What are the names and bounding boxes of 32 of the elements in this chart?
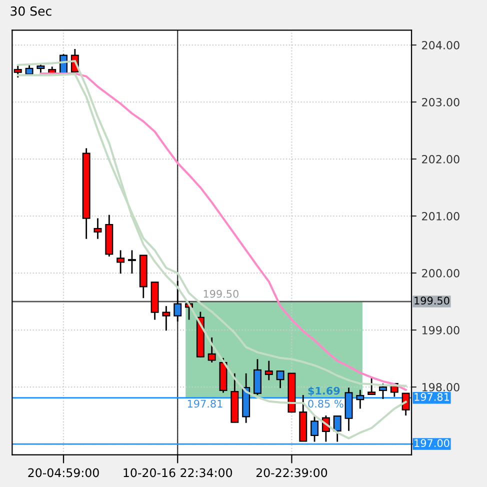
- y-tick-label: 204.00: [422, 40, 460, 50]
- candlestick: [264, 360, 273, 381]
- y-tick-label: 200.00: [422, 268, 460, 278]
- x-tick-label: 10-20-16 22:34:00: [124, 468, 232, 478]
- candlestick: [333, 415, 342, 442]
- candlestick: [128, 250, 136, 274]
- x-tick-label: 20-04:59:00: [28, 468, 99, 478]
- candlestick: [162, 305, 170, 332]
- x-tick-label: 20-22:39:00: [256, 468, 328, 478]
- candlestick: [116, 250, 125, 274]
- candlestick: [379, 382, 387, 400]
- candlestick: [174, 280, 182, 322]
- candlestick: [94, 218, 102, 240]
- ref-line-label: 199.50: [414, 296, 450, 305]
- y-tick-label: 199.00: [422, 326, 460, 334]
- chart-title: 30 Sec: [10, 6, 52, 16]
- annotation: $1.69: [308, 386, 340, 396]
- candlestick: [368, 376, 376, 396]
- candlestick: [276, 370, 284, 389]
- annotation: 199.50: [204, 290, 238, 298]
- candlestick: [254, 358, 262, 396]
- candlestick: [356, 389, 364, 410]
- annotation: 197.81: [188, 400, 222, 408]
- candlestick: [208, 336, 216, 364]
- ref-line-label: 197.00: [414, 439, 450, 448]
- ref-line-label: 197.81: [414, 393, 449, 401]
- y-tick-label: 198.00: [422, 383, 460, 392]
- annotation: 0.85 %: [308, 400, 344, 408]
- y-tick-label: 201.00: [422, 212, 460, 220]
- candlestick: [310, 415, 319, 442]
- y-tick-label: 203.00: [422, 98, 460, 106]
- y-tick-label: 202.00: [422, 154, 460, 164]
